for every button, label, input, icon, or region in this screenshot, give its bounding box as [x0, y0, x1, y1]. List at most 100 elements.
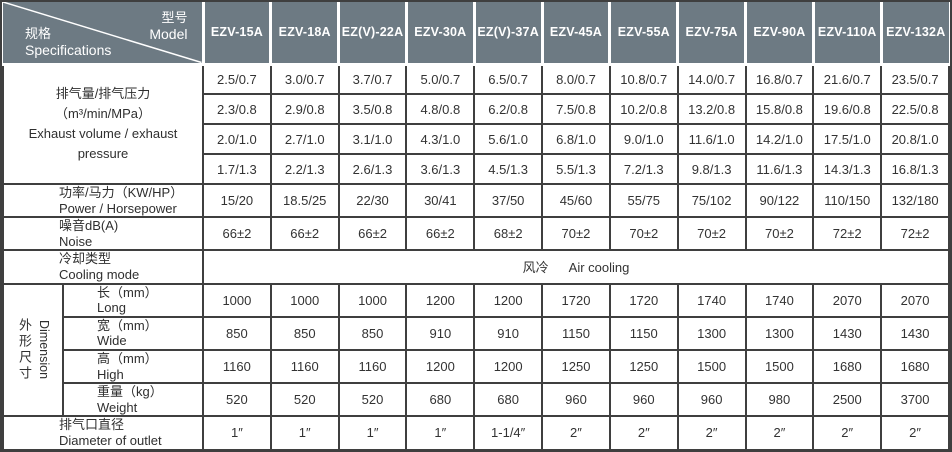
noise-row: 噪音dB(A) Noise 66±2 66±2 66±2 66±2 68±2 70±2 70… — [2, 216, 950, 252]
power-value-cell: 110/150 — [812, 182, 883, 219]
dimension-value-cell: 2070 — [812, 282, 883, 318]
outlet-value-cell: 2″ — [744, 415, 815, 451]
dimension-value-cell: 1430 — [812, 315, 883, 351]
dimension-value-cell: 960 — [676, 382, 747, 418]
dimension-row-long: 外形尺寸 Dimension 长（mm） Long 1000 1000 1000 12… — [2, 282, 950, 418]
dimension-value-cell: 680 — [473, 382, 544, 418]
dimension-value-cell: 1160 — [202, 348, 272, 385]
high-label-en: High — [97, 366, 124, 382]
power-label-en: Power / Horsepower — [59, 200, 177, 216]
row-label-weight: 重量（kg） Weight — [62, 382, 204, 418]
outlet-value-cell: 2″ — [676, 415, 747, 451]
dimension-value-cell: 520 — [337, 382, 408, 418]
exhaust-value-cell: 2.7/1.0 — [269, 123, 340, 155]
dimension-value-cell: 1740 — [744, 282, 815, 318]
corner-model-label: 型号 Model — [149, 7, 187, 42]
model-header-cell: EZV-110A — [811, 2, 883, 66]
exhaust-row-4: 1.7/1.3 2.2/1.3 2.6/1.3 3.6/1.3 4.5/1.3 5.5/1… — [3, 153, 950, 185]
exhaust-value-cell: 13.2/0.8 — [676, 93, 747, 125]
dimension-value-cell: 910 — [405, 315, 476, 351]
dimension-value-cell: 1680 — [880, 348, 950, 385]
dimension-value-cell: 1200 — [473, 348, 544, 385]
exhaust-value-cell: 16.8/0.7 — [744, 63, 815, 95]
outlet-value-cell: 2″ — [880, 415, 950, 451]
dimension-group-label: 外形尺寸 Dimension — [2, 282, 64, 418]
exhaust-value-cell: 4.3/1.0 — [405, 123, 476, 155]
dimension-value-cell: 1720 — [541, 282, 611, 318]
dimension-value-cell: 1680 — [812, 348, 883, 385]
power-row: 功率/马力（KW/HP） Power / Horsepower 15/20 18.… — [2, 182, 950, 219]
outlet-value-cell: 2″ — [541, 415, 611, 451]
dimension-value-cell: 2070 — [880, 282, 950, 318]
exhaust-row-3: 2.0/1.0 2.7/1.0 3.1/1.0 4.3/1.0 5.6/1.0 6.8/1… — [3, 123, 950, 155]
corner-spec-cn: 规格 — [25, 25, 52, 41]
dimension-value-cell: 1000 — [269, 282, 340, 318]
corner-model-cn: 型号 — [161, 10, 188, 25]
noise-value-cell: 66±2 — [202, 216, 272, 252]
corner-spec-en: Specifications — [25, 41, 112, 58]
weight-label-cn: 重量（kg） — [97, 384, 163, 400]
model-header-cell: EZV-45A — [540, 2, 612, 66]
dimension-value-cell: 1150 — [541, 315, 611, 351]
dimension-value-cell: 980 — [744, 382, 815, 418]
dimension-label-en: Dimension — [37, 320, 51, 380]
row-label-outlet: 排气口直径 Diameter of outlet — [2, 415, 204, 451]
exhaust-value-cell: 14.2/1.0 — [744, 123, 815, 155]
cooling-value-en: Air cooling — [568, 260, 630, 276]
dimension-value-cell: 850 — [269, 315, 340, 351]
exhaust-value-cell: 22.5/0.8 — [880, 93, 950, 125]
cooling-value-cn: 风冷 — [522, 260, 549, 276]
noise-value-cell: 72±2 — [880, 216, 950, 252]
noise-value-cell: 66±2 — [337, 216, 408, 252]
dimension-vertical-wrap: 外形尺寸 Dimension — [4, 318, 62, 382]
exhaust-value-cell: 8.0/0.7 — [541, 63, 611, 95]
exhaust-value-cell: 2.5/0.7 — [202, 63, 272, 95]
model-header-cell: EZV-132A — [879, 2, 949, 66]
weight-label-en: Weight — [97, 399, 138, 415]
exhaust-value-cell: 6.5/0.7 — [473, 63, 544, 95]
long-label-en: Long — [97, 300, 126, 316]
power-value-cell: 55/75 — [608, 182, 679, 219]
dimension-value-cell: 1200 — [473, 282, 544, 318]
power-value-cell: 15/20 — [202, 182, 272, 219]
outlet-row: 排气口直径 Diameter of outlet 1″ 1″ 1″ 1″ 1-1/4″ 2… — [2, 415, 950, 451]
power-value-cell: 30/41 — [405, 182, 476, 219]
dimension-value-cell: 1500 — [744, 348, 815, 385]
exhaust-value-cell: 21.6/0.7 — [812, 63, 883, 95]
exhaust-value-cell: 14.3/1.3 — [812, 153, 883, 185]
diagonal-divider — [3, 2, 202, 63]
model-header-cell: EZ(V)-22A — [337, 2, 408, 66]
row-label-power: 功率/马力（KW/HP） Power / Horsepower — [2, 182, 204, 219]
exhaust-value-cell: 23.5/0.7 — [880, 63, 950, 95]
exhaust-value-cell: 10.2/0.8 — [608, 93, 679, 125]
dimension-value-cell: 1720 — [608, 282, 679, 318]
exhaust-row-1: 排气量/排气压力 （m³/min/MPa） Exhaust volume / e… — [2, 63, 950, 185]
outlet-value-cell: 2″ — [812, 415, 883, 451]
dimension-row-high: 高（mm） High 1160 1160 1160 1200 1200 1250 1250 1… — [3, 348, 950, 385]
dimension-value-cell: 1200 — [405, 348, 476, 385]
model-header-cell: EZV-90A — [744, 2, 815, 66]
exhaust-value-cell: 17.5/1.0 — [812, 123, 883, 155]
noise-value-cell: 70±2 — [541, 216, 611, 252]
exhaust-value-cell: 3.5/0.8 — [337, 93, 408, 125]
exhaust-value-cell: 7.5/0.8 — [541, 93, 611, 125]
cooling-label-en: Cooling mode — [59, 266, 140, 282]
dimension-value-cell: 1200 — [405, 282, 476, 318]
exhaust-value-cell: 2.9/0.8 — [269, 93, 340, 125]
exhaust-value-cell: 15.8/0.8 — [744, 93, 815, 125]
dimension-value-cell: 1250 — [608, 348, 679, 385]
exhaust-value-cell: 3.7/0.7 — [337, 63, 408, 95]
row-label-wide: 宽（mm） Wide — [62, 315, 204, 351]
power-value-cell: 45/60 — [541, 182, 611, 219]
outlet-label-cn: 排气口直径 — [59, 417, 125, 433]
exhaust-value-cell: 6.8/1.0 — [541, 123, 611, 155]
outlet-value-cell: 2″ — [608, 415, 679, 451]
row-label-long: 长（mm） Long — [62, 282, 204, 318]
outlet-value-cell: 1-1/4″ — [473, 415, 544, 451]
model-header-cell: EZV-30A — [404, 2, 476, 66]
exhaust-value-cell: 19.6/0.8 — [812, 93, 883, 125]
power-value-cell: 22/30 — [337, 182, 408, 219]
exhaust-value-cell: 9.0/1.0 — [608, 123, 679, 155]
outlet-value-cell: 1″ — [405, 415, 476, 451]
